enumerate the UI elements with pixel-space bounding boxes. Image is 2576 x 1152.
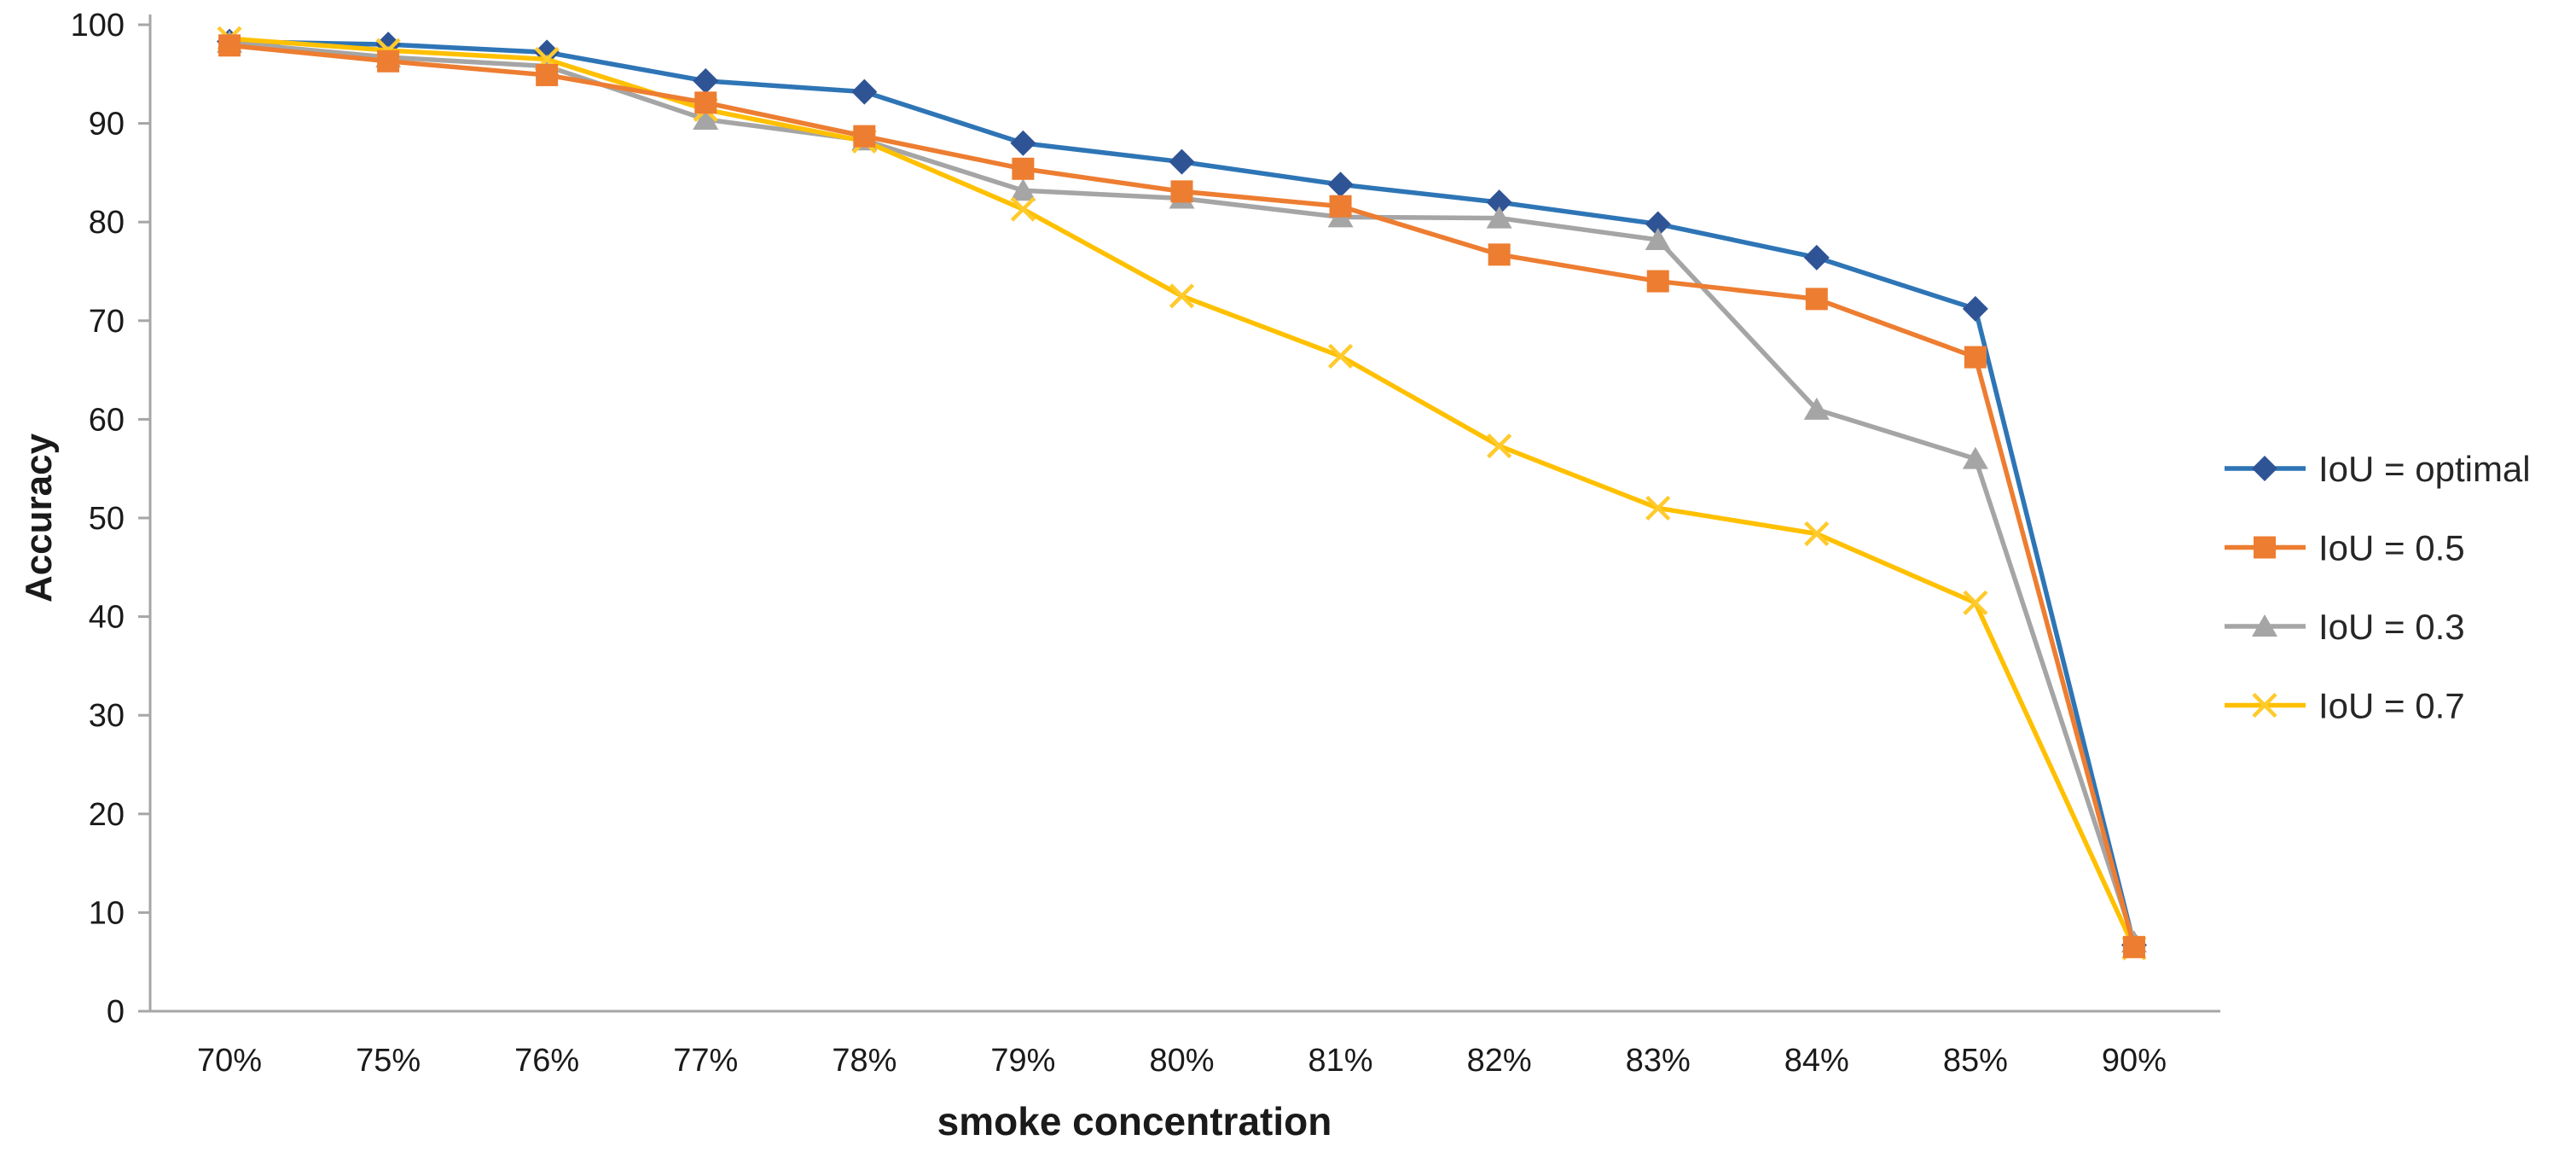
x-tick-label: 76% — [514, 1043, 579, 1079]
triangle-marker — [1486, 206, 1512, 229]
legend-item-iou-0-3: IoU = 0.3 — [2225, 607, 2465, 647]
triangle-marker — [2252, 614, 2277, 637]
square-marker — [1805, 288, 1828, 311]
x-marker — [1010, 196, 1036, 222]
series-line-iou-0-7 — [227, 36, 2137, 951]
legend-item-iou-0-7: IoU = 0.7 — [2225, 686, 2465, 726]
y-tick-label: 40 — [89, 600, 125, 636]
legend-label-iou-optimal: IoU = optimal — [2318, 449, 2531, 489]
y-tick-label: 100 — [71, 8, 125, 44]
diamond-marker — [693, 67, 719, 94]
square-marker — [2122, 935, 2145, 958]
triangle-marker — [693, 107, 719, 130]
square-marker — [536, 63, 559, 86]
legend-item-iou-optimal: IoU = optimal — [2225, 449, 2531, 489]
x-axis-title: smoke concentration — [937, 1099, 1332, 1143]
legend: IoU = optimal IoU = 0.5 IoU = 0.3 IoU = 0.7 — [2225, 449, 2531, 726]
legend-label-iou-0-7: IoU = 0.7 — [2318, 686, 2465, 726]
triangle-marker — [1803, 397, 1830, 420]
square-marker — [1012, 157, 1035, 180]
diamond-marker — [1645, 211, 1671, 237]
y-tick-label: 30 — [89, 698, 125, 734]
square-marker — [1964, 346, 1987, 369]
diamond-marker — [1327, 172, 1354, 198]
series-line-iou-optimal — [227, 38, 2137, 948]
x-tick-label: 83% — [1626, 1043, 1691, 1079]
square-marker — [1488, 243, 1511, 266]
x-tick-label: 79% — [990, 1043, 1055, 1079]
legend-label-iou-0-5: IoU = 0.5 — [2318, 528, 2465, 568]
x-tick-label: 80% — [1149, 1043, 1214, 1079]
diamond-marker — [1169, 148, 1195, 175]
x-marker — [1169, 283, 1195, 309]
y-tick-label: 0 — [107, 994, 125, 1030]
x-tick-label: 90% — [2102, 1043, 2167, 1079]
x-tick-label: 70% — [197, 1043, 262, 1079]
y-tick-label: 90 — [89, 107, 125, 143]
y-axis-title: Accuracy — [18, 433, 60, 603]
series-line-iou-0-3 — [227, 40, 2137, 945]
x-marker — [1804, 521, 1830, 547]
x-tick-label: 85% — [1943, 1043, 2008, 1079]
square-marker — [1646, 270, 1669, 293]
square-marker — [853, 125, 876, 148]
x-tick-label: 78% — [832, 1043, 896, 1079]
square-marker — [218, 34, 241, 57]
y-tick-label: 50 — [89, 501, 125, 537]
axes: 0 10 20 30 40 50 60 70 80 90 100 70% 75% 76% 77% 78% 79%… — [71, 8, 2220, 1079]
x-tick-label: 82% — [1467, 1043, 1532, 1079]
square-marker — [1329, 195, 1352, 218]
triangle-marker — [1010, 178, 1036, 201]
x-marker — [1963, 590, 1988, 616]
legend-item-iou-0-5: IoU = 0.5 — [2225, 528, 2465, 568]
diamond-marker — [2252, 456, 2277, 481]
diamond-marker — [1010, 130, 1036, 156]
diamond-marker — [375, 32, 402, 58]
x-marker — [1645, 495, 1671, 521]
triangle-marker — [1645, 228, 1671, 251]
x-tick-label: 77% — [673, 1043, 738, 1079]
square-marker — [377, 49, 400, 73]
y-tick-label: 70 — [89, 304, 125, 340]
y-tick-label: 10 — [89, 895, 125, 931]
x-tick-label: 84% — [1784, 1043, 1849, 1079]
x-marker — [2252, 692, 2277, 719]
x-tick-label: 75% — [356, 1043, 421, 1079]
diamond-marker — [851, 79, 878, 105]
x-marker — [1487, 433, 1512, 459]
y-tick-label: 60 — [89, 402, 125, 438]
y-tick-label: 80 — [89, 205, 125, 241]
series-iou-optimal — [217, 28, 2147, 958]
x-tick-label: 81% — [1308, 1043, 1373, 1079]
legend-label-iou-0-3: IoU = 0.3 — [2318, 607, 2465, 647]
diamond-marker — [1803, 244, 1830, 271]
square-marker — [694, 91, 717, 114]
square-marker — [2254, 536, 2276, 559]
x-marker — [1327, 343, 1354, 369]
triangle-marker — [1962, 446, 1988, 469]
diamond-marker — [1962, 295, 1988, 322]
square-marker — [1170, 180, 1193, 203]
series-iou-0-5 — [218, 34, 2145, 958]
y-tick-label: 20 — [89, 797, 125, 833]
diamond-marker — [1486, 189, 1512, 216]
